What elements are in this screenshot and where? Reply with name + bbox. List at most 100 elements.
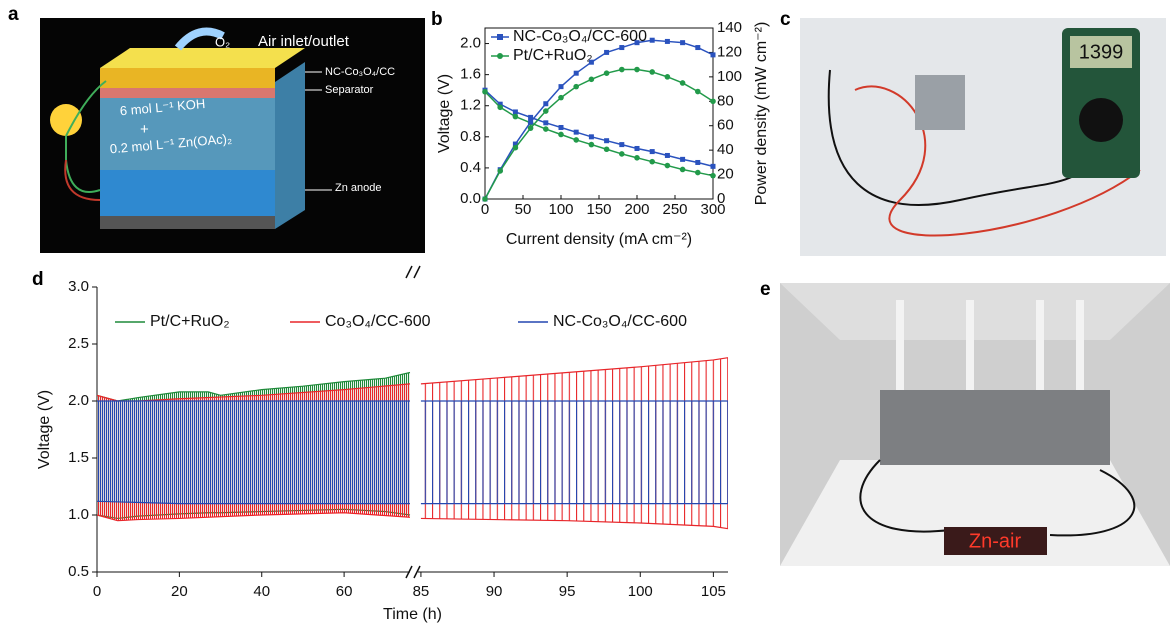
x-tick-label: 300 <box>700 201 725 218</box>
x-tick-label: 60 <box>336 583 353 600</box>
marker <box>664 152 670 158</box>
cells <box>880 390 1110 465</box>
marker <box>603 146 610 153</box>
cathode-top <box>100 48 305 68</box>
marker <box>664 38 670 44</box>
x-tick-label: 0 <box>481 201 489 218</box>
marker <box>573 137 579 143</box>
photo-c: 1399 <box>800 18 1166 256</box>
series-line <box>484 68 714 200</box>
marker <box>482 196 488 202</box>
marker <box>619 142 625 148</box>
y2-tick-label: 40 <box>717 141 734 158</box>
photo-e: Zn-air <box>780 283 1170 566</box>
marker <box>573 129 579 135</box>
y2-tick-label: 120 <box>717 43 742 60</box>
marker <box>664 162 671 169</box>
marker <box>619 151 625 157</box>
layer-label: Zn anode <box>335 182 381 194</box>
marker <box>573 83 579 90</box>
y-tick-label: 0.8 <box>460 128 481 145</box>
x-tick-label: 90 <box>486 583 503 600</box>
marker <box>679 166 686 173</box>
marker <box>527 125 534 131</box>
marker <box>619 45 625 51</box>
marker <box>604 138 610 144</box>
layer-label: NC-Co₃O₄/CC <box>325 66 395 78</box>
marker <box>497 104 504 111</box>
pointer <box>305 71 332 191</box>
marker <box>558 84 564 90</box>
y-axis-title: Voltage (V) <box>36 390 53 469</box>
y-tick-label: 2.5 <box>68 335 89 352</box>
marker <box>619 66 625 73</box>
x-tick-label: 0 <box>93 583 101 600</box>
x-tick-label: 20 <box>171 583 188 600</box>
marker <box>634 145 640 151</box>
panel-label: c <box>780 9 791 30</box>
y2-axis-title: Power density (mW cm⁻²) <box>753 22 770 206</box>
marker <box>482 88 488 95</box>
marker <box>680 40 686 46</box>
cable <box>827 69 1101 206</box>
legend-label: Co₃O₄/CC-600 <box>325 313 431 330</box>
marker <box>543 120 549 126</box>
lower-envelope <box>96 500 410 505</box>
y2-tick-label: 140 <box>717 19 742 36</box>
x-tick-label: 100 <box>628 583 653 600</box>
marker <box>512 113 519 120</box>
marker <box>679 80 686 86</box>
marker <box>543 126 549 132</box>
wire <box>64 159 101 201</box>
x-axis-title: Current density (mA cm⁻²) <box>506 231 692 248</box>
cable <box>854 85 1141 237</box>
y-tick-label: 3.0 <box>68 278 89 295</box>
y2-tick-label: 80 <box>717 92 734 109</box>
marker <box>649 149 655 155</box>
series-line <box>484 89 714 168</box>
marker <box>695 88 701 95</box>
legend-marker <box>497 53 503 59</box>
marker <box>588 141 595 148</box>
marker <box>664 74 671 80</box>
marker <box>710 52 716 58</box>
electrolyte-label: + <box>140 121 149 138</box>
y-tick-label: 1.5 <box>68 449 89 466</box>
y2-tick-label: 60 <box>717 117 734 134</box>
y2-tick-label: 0 <box>717 190 725 207</box>
marker <box>512 141 518 147</box>
x-tick-label: 150 <box>586 201 611 218</box>
dial <box>1079 98 1123 142</box>
upper-envelope <box>420 357 729 385</box>
cable <box>859 459 1136 537</box>
marker <box>588 134 594 140</box>
marker <box>497 168 504 174</box>
marker <box>649 69 655 75</box>
legend-label: NC-Co₃O₄/CC-600 <box>513 28 647 45</box>
legend-label: Pt/C+RuO₂ <box>150 313 230 330</box>
y-tick-label: 0.5 <box>68 563 89 580</box>
x-axis-title: Time (h) <box>383 606 442 623</box>
x-tick-label: 250 <box>662 201 687 218</box>
y-tick-label: 1.2 <box>460 97 481 114</box>
marker <box>680 156 686 162</box>
y-tick-label: 0.4 <box>460 159 481 176</box>
marker <box>588 76 595 83</box>
marker <box>528 114 534 120</box>
marker <box>649 37 655 43</box>
wall <box>780 283 1170 340</box>
gas-label: O₂ <box>215 34 230 49</box>
marker <box>603 70 610 76</box>
y-tick-label: 2.0 <box>460 35 481 52</box>
marker <box>558 124 564 130</box>
marker <box>528 119 534 125</box>
y-tick-label: 1.0 <box>68 506 89 523</box>
marker <box>512 144 519 151</box>
y-tick-label: 0.0 <box>460 190 481 207</box>
marker <box>634 66 640 73</box>
zinc <box>100 170 275 216</box>
panel-label: a <box>8 4 19 25</box>
marker <box>604 49 610 55</box>
marker <box>695 45 701 51</box>
